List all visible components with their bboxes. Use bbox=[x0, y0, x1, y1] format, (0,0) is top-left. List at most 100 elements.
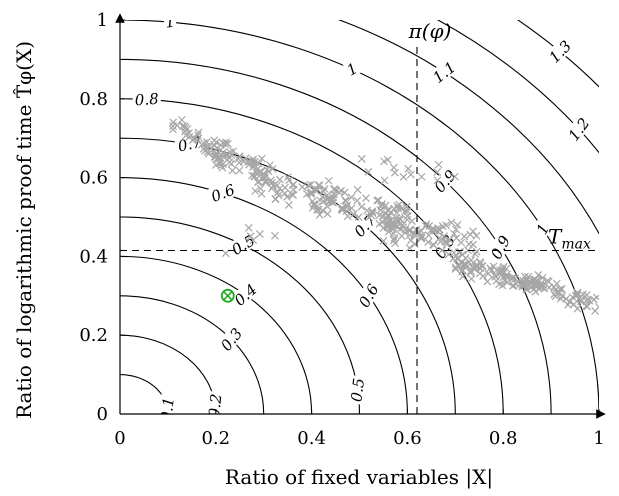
scatter-point bbox=[384, 227, 393, 236]
scatter-point bbox=[444, 250, 453, 259]
contour-line bbox=[120, 295, 265, 414]
scatter-point bbox=[538, 273, 547, 282]
scatter-point bbox=[466, 268, 475, 277]
scatter-point bbox=[386, 223, 395, 232]
contour-label: 0.6 bbox=[354, 279, 383, 312]
scatter-point bbox=[398, 221, 407, 230]
scatter-point bbox=[254, 159, 263, 168]
scatter-point bbox=[318, 192, 327, 201]
scatter-point bbox=[454, 248, 463, 257]
scatter-point bbox=[249, 236, 258, 245]
scatter-point bbox=[315, 210, 324, 219]
scatter-point bbox=[210, 140, 218, 149]
scatter-point bbox=[169, 122, 177, 131]
scatter-point bbox=[177, 115, 186, 124]
scatter-point bbox=[556, 285, 565, 294]
scatter-point bbox=[509, 281, 518, 290]
scatter-point bbox=[328, 196, 337, 205]
scatter-point bbox=[310, 184, 319, 193]
x-tick-label: 0 bbox=[114, 428, 125, 449]
contour-label: 1.3 bbox=[544, 35, 576, 67]
scatter-point bbox=[223, 139, 232, 148]
scatter-point bbox=[390, 236, 399, 245]
scatter-point bbox=[194, 131, 202, 139]
t-max-label: Tmax bbox=[548, 224, 591, 252]
scatter-point bbox=[302, 190, 311, 198]
contour-label-text: 0.2 bbox=[205, 393, 225, 419]
y-tick-label: 0.6 bbox=[79, 168, 108, 189]
scatter-point bbox=[531, 275, 540, 284]
contour-line bbox=[120, 58, 552, 414]
contour-line bbox=[120, 255, 313, 414]
scatter-point bbox=[466, 230, 475, 239]
scatter-point bbox=[400, 228, 409, 237]
scatter-point bbox=[199, 138, 208, 147]
scatter-point bbox=[417, 172, 426, 181]
scatter-point bbox=[357, 154, 366, 163]
scatter-point bbox=[271, 231, 279, 240]
scatter-point bbox=[285, 176, 294, 185]
scatter-point bbox=[235, 166, 244, 175]
scatter-point bbox=[450, 172, 459, 181]
scatter-point bbox=[235, 152, 244, 161]
x-tick-label: 1 bbox=[593, 428, 604, 449]
y-axis-label: Ratio of logarithmic proof time T̂φ(X) bbox=[12, 41, 36, 419]
scatter-point bbox=[453, 254, 462, 263]
x-tick-label: 0.4 bbox=[297, 428, 326, 449]
scatter-point bbox=[438, 222, 447, 231]
scatter-point bbox=[592, 293, 599, 302]
scatter-point bbox=[395, 200, 404, 209]
contour-label: 0.1 bbox=[156, 394, 178, 414]
highlight-point-cross bbox=[223, 291, 233, 301]
scatter-point bbox=[169, 118, 178, 127]
scatter-point bbox=[425, 221, 434, 230]
scatter-point bbox=[338, 206, 347, 215]
scatter-point bbox=[393, 216, 402, 225]
scatter-point bbox=[552, 279, 561, 288]
scatter-point bbox=[440, 232, 449, 241]
scatter-point bbox=[304, 181, 313, 190]
contour-label: 0.5 bbox=[226, 230, 259, 259]
contour-label: 1.1 bbox=[427, 56, 460, 87]
scatter-point bbox=[273, 181, 282, 190]
scatter-point bbox=[442, 240, 451, 248]
scatter-point bbox=[363, 206, 372, 215]
scatter-point bbox=[571, 292, 580, 300]
contour-label-text: 0.4 bbox=[231, 280, 261, 309]
scatter-point bbox=[421, 222, 430, 231]
scatter-point bbox=[466, 266, 475, 275]
scatter-point bbox=[354, 213, 363, 222]
scatter-point bbox=[185, 129, 193, 137]
scatter-point bbox=[438, 246, 447, 255]
scatter-point bbox=[247, 157, 256, 165]
contour-line bbox=[337, 20, 599, 235]
scatter-point bbox=[228, 166, 237, 175]
x-tick-label: 0.2 bbox=[201, 428, 230, 449]
scatter-point bbox=[472, 247, 481, 256]
scatter-point bbox=[433, 176, 442, 185]
scatter-point bbox=[454, 261, 463, 270]
scatter-point bbox=[381, 208, 390, 217]
scatter-point bbox=[467, 274, 476, 283]
contour-label-text: 1.1 bbox=[429, 58, 459, 87]
scatter-point bbox=[298, 183, 307, 191]
scatter-point bbox=[397, 204, 406, 213]
scatter-point bbox=[260, 170, 269, 179]
scatter-point bbox=[585, 296, 594, 305]
scatter-point bbox=[353, 196, 362, 205]
y-tick-label: 0.8 bbox=[79, 89, 108, 110]
scatter-point bbox=[389, 163, 398, 172]
scatter-point bbox=[399, 173, 408, 181]
contour-label-text: 0.5 bbox=[347, 377, 368, 403]
scatter-point bbox=[340, 188, 349, 197]
scatter-point bbox=[390, 204, 398, 213]
axes bbox=[115, 13, 606, 419]
scatter-point bbox=[390, 234, 399, 242]
contour-label: 0.8 bbox=[132, 89, 162, 109]
scatter-point bbox=[266, 161, 274, 169]
scatter-point bbox=[447, 218, 456, 227]
scatter-point bbox=[503, 273, 512, 282]
scatter-point bbox=[181, 123, 190, 132]
contour-line bbox=[436, 20, 599, 154]
